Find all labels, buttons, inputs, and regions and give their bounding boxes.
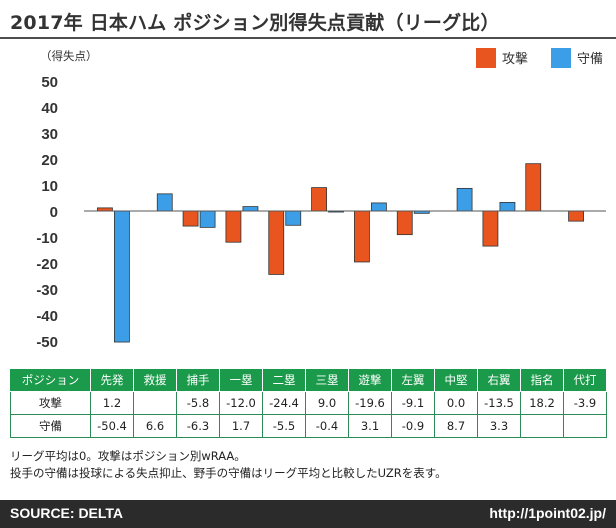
table-cell: -6.3 — [176, 414, 220, 438]
table-header-cell: 左翼 — [391, 368, 435, 392]
bar-defense — [499, 202, 516, 212]
table-cell: 1.7 — [219, 414, 263, 438]
table-cell: 3.3 — [477, 414, 521, 438]
y-tick-label: 10 — [41, 178, 58, 195]
table-cell: 1.2 — [90, 391, 134, 415]
bar-chart: （得失点） 50 40 30 20 10 0 -10 -20 -30 -40 -50 攻撃 守備 — [36, 48, 606, 351]
table-row-label: 守備 — [10, 414, 91, 438]
y-tick-label: 40 — [41, 100, 58, 117]
bar-offense — [182, 210, 199, 227]
bar-defense — [199, 210, 216, 228]
footnotes: リーグ平均は0。攻撃はポジション別wRAA。 投手の守備は投球による失点抑止、野… — [10, 448, 447, 482]
table-header-cell: 救援 — [133, 368, 177, 392]
table-cell: -13.5 — [477, 391, 521, 415]
footer-bar: SOURCE: DELTA http://1point02.jp/ — [0, 500, 616, 528]
y-tick-label: -30 — [36, 282, 58, 299]
table-cell: 9.0 — [305, 391, 349, 415]
y-tick-label: 0 — [50, 204, 58, 221]
table-header-cell: 捕手 — [176, 368, 220, 392]
table-cell: -5.5 — [262, 414, 306, 438]
data-table: ポジション 先発 救援 捕手 一塁 二塁 三塁 遊撃 左翼 中堅 右翼 指名 代… — [10, 368, 607, 438]
table-header-cell: 一塁 — [219, 368, 263, 392]
table-cell: -50.4 — [90, 414, 134, 438]
table-row-defense: 守備 -50.4 6.6 -6.3 1.7 -5.5 -0.4 3.1 -0.9… — [10, 414, 607, 438]
table-cell: -12.0 — [219, 391, 263, 415]
source-url[interactable]: http://1point02.jp/ — [489, 505, 606, 521]
table-cell: 18.2 — [520, 391, 564, 415]
footnote-line: リーグ平均は0。攻撃はポジション別wRAA。 — [10, 449, 246, 463]
bar-defense — [456, 187, 473, 212]
bar-defense — [371, 202, 387, 212]
title-divider — [0, 37, 616, 39]
table-header-cell: 指名 — [520, 368, 564, 392]
table-header-cell: 三塁 — [305, 368, 349, 392]
y-axis-label: （得失点） — [40, 49, 98, 63]
y-tick-label: -20 — [36, 256, 58, 273]
table-cell: -9.1 — [391, 391, 435, 415]
table-header-row: ポジション 先発 救援 捕手 一塁 二塁 三塁 遊撃 左翼 中堅 右翼 指名 代… — [10, 368, 607, 392]
table-header-cell: 代打 — [563, 368, 607, 392]
table-cell: 6.6 — [133, 414, 177, 438]
bar-defense — [242, 206, 259, 212]
table-cell: -3.9 — [563, 391, 607, 415]
y-tick-label: -50 — [36, 334, 58, 351]
table-cell — [563, 414, 607, 438]
legend-swatch-defense — [551, 48, 571, 68]
bar-defense — [156, 193, 173, 212]
bar-offense — [268, 210, 285, 275]
y-tick-label: 20 — [41, 152, 58, 169]
table-header-cell: ポジション — [10, 368, 91, 392]
bar-defense — [114, 210, 130, 343]
bar-offense — [225, 210, 242, 243]
bar-offense — [482, 210, 499, 247]
y-tick-label: -40 — [36, 308, 58, 325]
y-tick-label: 30 — [41, 126, 58, 143]
table-header-cell: 先発 — [90, 368, 134, 392]
legend-label: 守備 — [577, 51, 603, 67]
footnote-line: 投手の守備は投球による失点抑止、野手の守備はリーグ平均と比較したUZRを表す。 — [10, 466, 447, 480]
table-cell: 8.7 — [434, 414, 478, 438]
bar-offense — [396, 210, 413, 236]
table-cell — [133, 391, 177, 415]
table-cell: -24.4 — [262, 391, 306, 415]
table-cell: -0.4 — [305, 414, 349, 438]
y-tick-label: -10 — [36, 230, 58, 247]
table-cell — [520, 414, 564, 438]
table-header-cell: 二塁 — [262, 368, 306, 392]
table-cell: -5.8 — [176, 391, 220, 415]
legend-label: 攻撃 — [502, 51, 528, 67]
bar-defense — [285, 210, 302, 226]
table-header-cell: 中堅 — [434, 368, 478, 392]
table-row-offense: 攻撃 1.2 -5.8 -12.0 -24.4 9.0 -19.6 -9.1 0… — [10, 391, 607, 415]
y-tick-label: 50 — [41, 74, 58, 91]
table-cell: 0.0 — [434, 391, 478, 415]
table-cell: 3.1 — [348, 414, 392, 438]
bar-offense — [568, 210, 584, 222]
table-header-cell: 右翼 — [477, 368, 521, 392]
chart-title: 2017年 日本ハム ポジション別得失点貢献（リーグ比） — [10, 12, 500, 34]
bar-offense — [311, 187, 327, 212]
source-credit: SOURCE: DELTA — [10, 505, 124, 521]
table-row-label: 攻撃 — [10, 391, 91, 415]
bar-offense — [354, 210, 370, 263]
legend-swatch-offense — [476, 48, 496, 68]
table-cell: -0.9 — [391, 414, 435, 438]
table-cell: -19.6 — [348, 391, 392, 415]
bar-offense — [525, 163, 542, 212]
table-header-cell: 遊撃 — [348, 368, 392, 392]
